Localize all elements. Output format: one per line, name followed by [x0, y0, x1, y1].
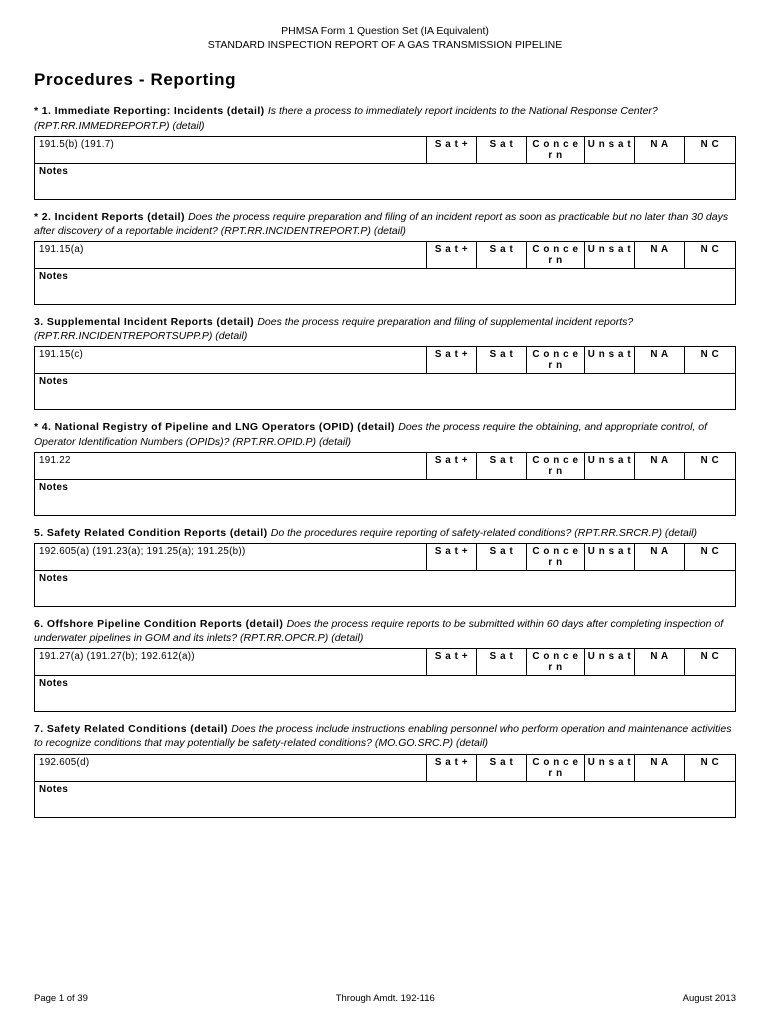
rating-cell[interactable]: N A: [635, 755, 685, 781]
rating-cell[interactable]: S a t +: [427, 137, 477, 163]
rating-row: 192.605(d)S a t +S a tC o n c e r nU n s…: [34, 754, 736, 782]
regulation-ref: 191.22: [35, 453, 427, 479]
rating-cell[interactable]: S a t: [477, 544, 527, 570]
question-title: * 4. National Registry of Pipeline and L…: [34, 421, 398, 433]
rating-cell[interactable]: N A: [635, 242, 685, 268]
notes-box[interactable]: Notes: [34, 374, 736, 410]
rating-cell[interactable]: N A: [635, 347, 685, 373]
question-title: 6. Offshore Pipeline Condition Reports (…: [34, 618, 287, 630]
rating-cell[interactable]: S a t +: [427, 347, 477, 373]
notes-box[interactable]: Notes: [34, 571, 736, 607]
rating-cell[interactable]: C o n c e r n: [527, 137, 585, 163]
rating-row: 191.27(a) (191.27(b); 192.612(a))S a t +…: [34, 648, 736, 676]
rating-cell[interactable]: S a t +: [427, 242, 477, 268]
rating-cell[interactable]: S a t: [477, 649, 527, 675]
regulation-ref: 191.15(a): [35, 242, 427, 268]
page-footer: Page 1 of 39 Through Amdt. 192-116 Augus…: [34, 989, 736, 1004]
rating-cell[interactable]: C o n c e r n: [527, 544, 585, 570]
question-block: 7. Safety Related Conditions (detail) Do…: [34, 722, 736, 817]
rating-cell[interactable]: C o n c e r n: [527, 347, 585, 373]
header-line-2: STANDARD INSPECTION REPORT OF A GAS TRAN…: [34, 38, 736, 52]
question-title: * 1. Immediate Reporting: Incidents (det…: [34, 105, 268, 117]
rating-cell[interactable]: S a t +: [427, 453, 477, 479]
question-block: 3. Supplemental Incident Reports (detail…: [34, 315, 736, 410]
rating-cell[interactable]: N C: [685, 649, 735, 675]
question-heading: 5. Safety Related Condition Reports (det…: [34, 526, 736, 540]
rating-cell[interactable]: N A: [635, 453, 685, 479]
footer-center: Through Amdt. 192-116: [336, 993, 435, 1004]
rating-cell[interactable]: N C: [685, 347, 735, 373]
rating-cell[interactable]: U n s a t: [585, 649, 635, 675]
rating-cell[interactable]: S a t: [477, 347, 527, 373]
rating-cell[interactable]: N A: [635, 544, 685, 570]
rating-cell[interactable]: U n s a t: [585, 453, 635, 479]
question-heading: 7. Safety Related Conditions (detail) Do…: [34, 722, 736, 750]
question-block: 5. Safety Related Condition Reports (det…: [34, 526, 736, 607]
question-block: * 4. National Registry of Pipeline and L…: [34, 420, 736, 515]
rating-cell[interactable]: S a t +: [427, 544, 477, 570]
question-block: * 2. Incident Reports (detail) Does the …: [34, 210, 736, 305]
section-title: Procedures - Reporting: [34, 70, 736, 90]
question-heading: 3. Supplemental Incident Reports (detail…: [34, 315, 736, 343]
rating-cell[interactable]: U n s a t: [585, 137, 635, 163]
rating-cell[interactable]: S a t: [477, 755, 527, 781]
rating-cell[interactable]: C o n c e r n: [527, 453, 585, 479]
rating-cell[interactable]: U n s a t: [585, 347, 635, 373]
rating-cell[interactable]: C o n c e r n: [527, 755, 585, 781]
rating-cell[interactable]: N C: [685, 453, 735, 479]
rating-cell[interactable]: N C: [685, 137, 735, 163]
question-title: 3. Supplemental Incident Reports (detail…: [34, 316, 257, 328]
notes-box[interactable]: Notes: [34, 480, 736, 516]
rating-row: 191.22S a t +S a tC o n c e r nU n s a t…: [34, 452, 736, 480]
rating-cell[interactable]: S a t +: [427, 649, 477, 675]
rating-cell[interactable]: U n s a t: [585, 544, 635, 570]
footer-date: August 2013: [683, 993, 736, 1004]
question-heading: 6. Offshore Pipeline Condition Reports (…: [34, 617, 736, 645]
rating-cell[interactable]: S a t: [477, 453, 527, 479]
question-title: 5. Safety Related Condition Reports (det…: [34, 527, 271, 539]
rating-row: 191.5(b) (191.7)S a t +S a tC o n c e r …: [34, 136, 736, 164]
rating-row: 191.15(a)S a t +S a tC o n c e r nU n s …: [34, 241, 736, 269]
rating-cell[interactable]: N A: [635, 649, 685, 675]
rating-cell[interactable]: U n s a t: [585, 242, 635, 268]
notes-box[interactable]: Notes: [34, 676, 736, 712]
rating-cell[interactable]: N A: [635, 137, 685, 163]
rating-cell[interactable]: U n s a t: [585, 755, 635, 781]
rating-cell[interactable]: S a t: [477, 242, 527, 268]
rating-cell[interactable]: N C: [685, 544, 735, 570]
rating-cell[interactable]: N C: [685, 755, 735, 781]
notes-box[interactable]: Notes: [34, 782, 736, 818]
rating-cell[interactable]: S a t: [477, 137, 527, 163]
footer-page: Page 1 of 39: [34, 993, 88, 1004]
question-block: 6. Offshore Pipeline Condition Reports (…: [34, 617, 736, 712]
question-title: * 2. Incident Reports (detail): [34, 211, 188, 223]
regulation-ref: 192.605(d): [35, 755, 427, 781]
form-header: PHMSA Form 1 Question Set (IA Equivalent…: [34, 24, 736, 52]
regulation-ref: 191.15(c): [35, 347, 427, 373]
question-title: 7. Safety Related Conditions (detail): [34, 723, 231, 735]
rating-cell[interactable]: N C: [685, 242, 735, 268]
notes-box[interactable]: Notes: [34, 269, 736, 305]
rating-row: 192.605(a) (191.23(a); 191.25(a); 191.25…: [34, 543, 736, 571]
question-heading: * 1. Immediate Reporting: Incidents (det…: [34, 104, 736, 132]
regulation-ref: 191.27(a) (191.27(b); 192.612(a)): [35, 649, 427, 675]
question-description: Do the procedures require reporting of s…: [271, 527, 697, 539]
header-line-1: PHMSA Form 1 Question Set (IA Equivalent…: [34, 24, 736, 38]
notes-box[interactable]: Notes: [34, 164, 736, 200]
regulation-ref: 191.5(b) (191.7): [35, 137, 427, 163]
question-block: * 1. Immediate Reporting: Incidents (det…: [34, 104, 736, 199]
rating-cell[interactable]: C o n c e r n: [527, 242, 585, 268]
rating-cell[interactable]: C o n c e r n: [527, 649, 585, 675]
question-heading: * 4. National Registry of Pipeline and L…: [34, 420, 736, 448]
rating-row: 191.15(c)S a t +S a tC o n c e r nU n s …: [34, 346, 736, 374]
rating-cell[interactable]: S a t +: [427, 755, 477, 781]
regulation-ref: 192.605(a) (191.23(a); 191.25(a); 191.25…: [35, 544, 427, 570]
question-heading: * 2. Incident Reports (detail) Does the …: [34, 210, 736, 238]
